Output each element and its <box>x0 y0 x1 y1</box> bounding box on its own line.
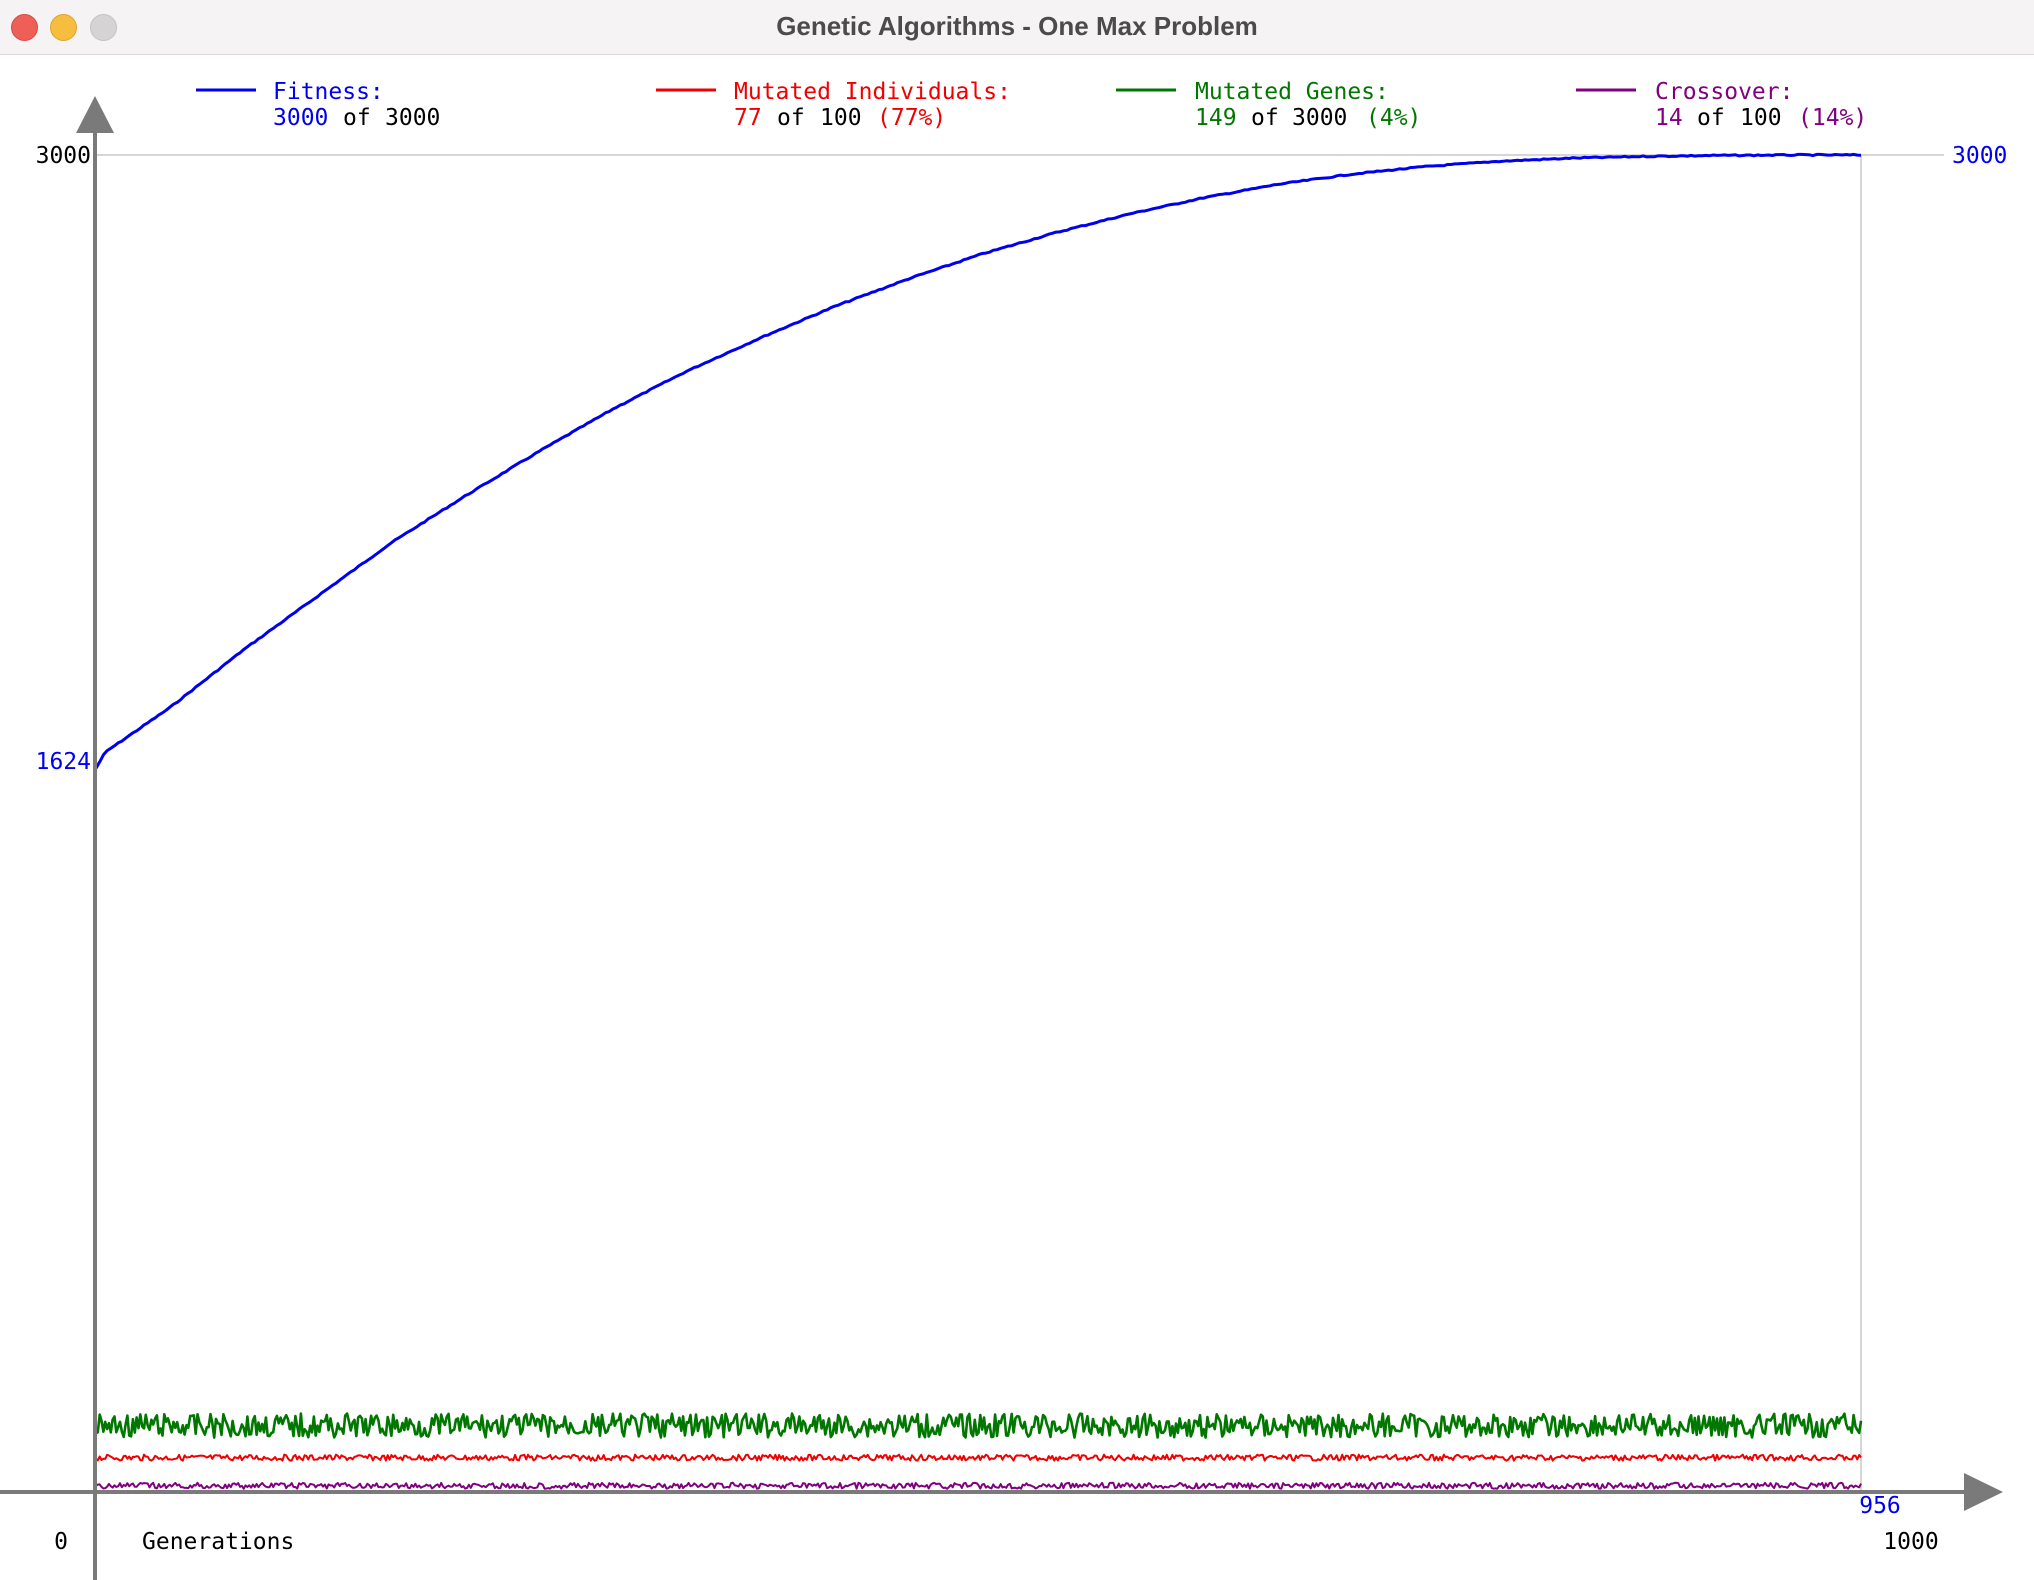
legend-label: Fitness: <box>273 79 384 105</box>
x-axis-origin-label: 0 <box>54 1529 68 1555</box>
current-generation-label: 956 <box>1859 1493 1901 1519</box>
legend-label: Mutated Genes: <box>1195 79 1389 105</box>
legend-of: of <box>1251 105 1279 131</box>
close-window-button[interactable] <box>11 14 38 41</box>
legend-value: 77 <box>734 105 762 131</box>
axes <box>0 96 2003 1580</box>
legend-item-mutated-individuals: Mutated Individuals: 77 of 100 (77%) <box>656 79 1011 131</box>
legend-total: 3000 <box>1292 105 1347 131</box>
legend-item-crossover: Crossover: 14 of 100 (14%) <box>1576 79 1867 131</box>
legend-item-fitness: Fitness: 3000 of 3000 <box>196 79 440 131</box>
x-axis-arrow-icon <box>1964 1473 2003 1511</box>
legend-value: 14 <box>1655 105 1683 131</box>
legend-value: 3000 <box>273 105 328 131</box>
legend-percent: (14%) <box>1798 105 1867 131</box>
mutated-individuals-series-line <box>95 1453 1862 1462</box>
legend-value: 149 <box>1195 105 1237 131</box>
mutated-genes-series-line <box>95 1412 1863 1439</box>
legend: Fitness: 3000 of 3000 Mutated Individual… <box>196 79 1867 131</box>
plot-canvas: Fitness: 3000 of 3000 Mutated Individual… <box>0 79 2007 1580</box>
legend-item-mutated-genes: Mutated Genes: 149 of 3000 (4%) <box>1116 79 1421 131</box>
series-layer <box>94 152 1863 1490</box>
y-axis-arrow-icon <box>76 96 114 133</box>
fitness-series-line <box>94 152 1862 769</box>
legend-total: 100 <box>1740 105 1782 131</box>
legend-percent: (4%) <box>1366 105 1421 131</box>
x-axis-title: Generations <box>142 1529 294 1555</box>
legend-of: of <box>777 105 805 131</box>
legend-percent: (77%) <box>877 105 946 131</box>
crossover-series-line <box>95 1481 1862 1490</box>
fitness-current-label: 3000 <box>1952 143 2007 169</box>
legend-total: 100 <box>820 105 862 131</box>
fitness-start-label: 1624 <box>36 749 91 775</box>
legend-of: of <box>343 105 371 131</box>
x-axis-max-label: 1000 <box>1883 1529 1938 1555</box>
legend-of: of <box>1697 105 1725 131</box>
window-titlebar: Genetic Algorithms - One Max Problem <box>0 0 2034 55</box>
minimize-window-button[interactable] <box>50 14 77 41</box>
legend-label: Crossover: <box>1655 79 1793 105</box>
window-title: Genetic Algorithms - One Max Problem <box>776 11 1258 41</box>
legend-label: Mutated Individuals: <box>734 79 1011 105</box>
y-axis-max-label: 3000 <box>36 143 91 169</box>
zoom-window-button[interactable] <box>90 14 117 41</box>
legend-total: 3000 <box>385 105 440 131</box>
